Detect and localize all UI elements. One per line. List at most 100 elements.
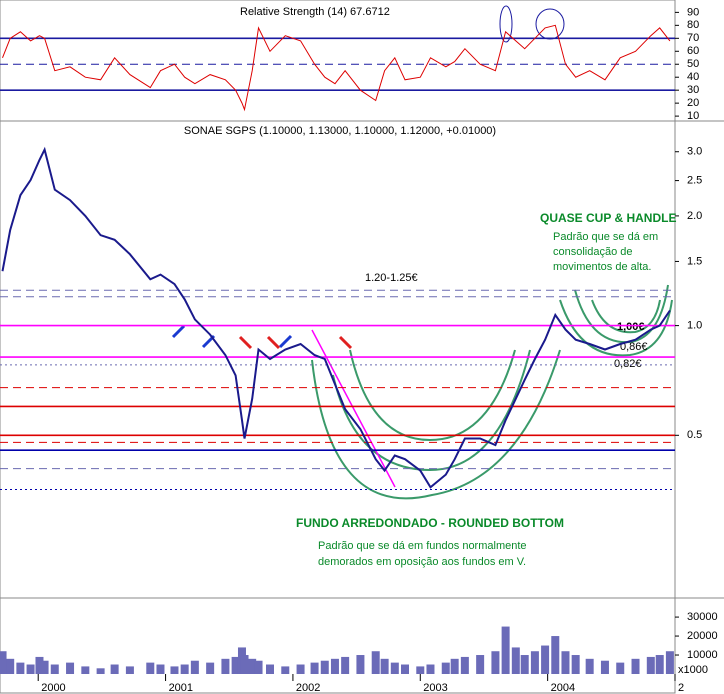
volume-bar [520,655,529,674]
volume-bar [390,662,399,674]
x-tick-label: 2001 [169,682,193,694]
y-tick-label: 2.0 [687,210,702,222]
y-tick-label: 2.5 [687,174,702,186]
rsi-highlight [499,5,513,43]
volume-bar [281,666,290,674]
volume-bar [96,668,105,674]
volume-bar [6,658,15,674]
y-tick-label: 60 [687,45,699,57]
y-tick-label: 20 [687,97,699,109]
y-tick-label: 30 [687,84,699,96]
volume-bar [110,664,119,674]
volume-bar [600,660,609,674]
volume-bar [585,658,594,674]
volume-bar [631,658,640,674]
trend-line [311,329,396,488]
volume-bar [460,656,469,674]
volume-bar [310,662,319,674]
volume-bar [371,651,380,674]
volume-bar [231,656,240,674]
volume-bar [156,664,165,674]
volume-bar [16,662,25,674]
resistance-label: 1.20-1.25€ [365,272,418,284]
volume-bar [551,636,560,674]
volume-bar [426,664,435,674]
volume-bar [170,666,179,674]
volume-bar [416,666,425,674]
volume-bar [320,660,329,674]
volume-bar [26,664,35,674]
series-line [1,146,671,489]
volume-bar [40,660,49,674]
volume-bar [254,660,263,674]
volume-bar [266,664,274,674]
volume-bar [501,626,510,674]
x-tick-label: 2 [678,682,684,694]
volume-bar [296,664,305,674]
y-tick-label: 10 [687,110,699,122]
y-tick-label: 20000 [687,630,718,642]
volume-bar [571,655,580,674]
y-tick-label: 3.0 [687,146,702,158]
volume-bar [206,662,215,674]
y-tick-label: 90 [687,6,699,18]
volume-bar [476,655,485,674]
volume-bar [356,655,365,674]
bottom-note: demorados em oposição aos fundos em V. [318,556,526,568]
volume-bar [491,651,500,674]
arrows [171,324,353,350]
volume-bar [35,656,44,674]
frame [0,0,676,694]
cup-note: consolidação de [553,246,633,258]
price-title: SONAE SGPS (1.10000, 1.13000, 1.10000, 1… [184,125,496,137]
volume-bar [450,658,459,674]
y-tick-label: 1.0 [687,320,702,332]
bottom-title: FUNDO ARREDONDADO - ROUNDED BOTTOM [296,516,564,530]
volume-bar [66,662,75,674]
rsi-title: Relative Strength (14) 67.6712 [240,6,390,18]
y-tick-label: 10000 [687,649,718,661]
volume-bar [0,651,7,674]
series-line [2,24,671,112]
y-tick-label: 40 [687,71,699,83]
volume-bar [125,666,134,674]
volume-bar [665,651,674,674]
volume-bar [511,647,520,674]
y-tick-label: 50 [687,58,699,70]
volume-bar [341,656,350,674]
y-tick-label: 70 [687,32,699,44]
volume-bar [441,662,450,674]
x-tick-label: 2002 [296,682,320,694]
volume-bar [561,651,570,674]
y-tick-label: 30000 [687,611,718,623]
volume-bar [401,664,409,674]
cup-note: Padrão que se dá em [553,231,658,243]
x-tick-label: 2000 [41,682,65,694]
volume-bar [50,664,59,674]
y-tick-label: 80 [687,19,699,31]
volume-bar [530,651,539,674]
volume-bar [380,658,389,674]
x-tick-label: 2004 [551,682,575,694]
level-label: 0,82€ [614,358,642,370]
volume-bar [81,666,90,674]
y-tick-label: 1.5 [687,255,702,267]
volume-bar [330,658,339,674]
level-label: 1,00€ [617,321,645,333]
volume-bar [146,662,155,674]
volume-bar [180,664,189,674]
volume-bar [541,645,550,674]
cup-note: movimentos de alta. [553,261,651,273]
bottom-note: Padrão que se dá em fundos normalmente [318,540,527,552]
volume-bar [616,662,625,674]
rounded-bottom-arcs [311,284,673,500]
volume-bar [240,655,249,674]
volume-bar [248,658,257,674]
volume-bar [655,655,664,674]
volume-bar [646,656,655,674]
cup-title: QUASE CUP & HANDLE [540,211,676,225]
volume-bar [190,660,199,674]
volume-bar [221,658,230,674]
unit-label: x1000 [678,664,708,676]
